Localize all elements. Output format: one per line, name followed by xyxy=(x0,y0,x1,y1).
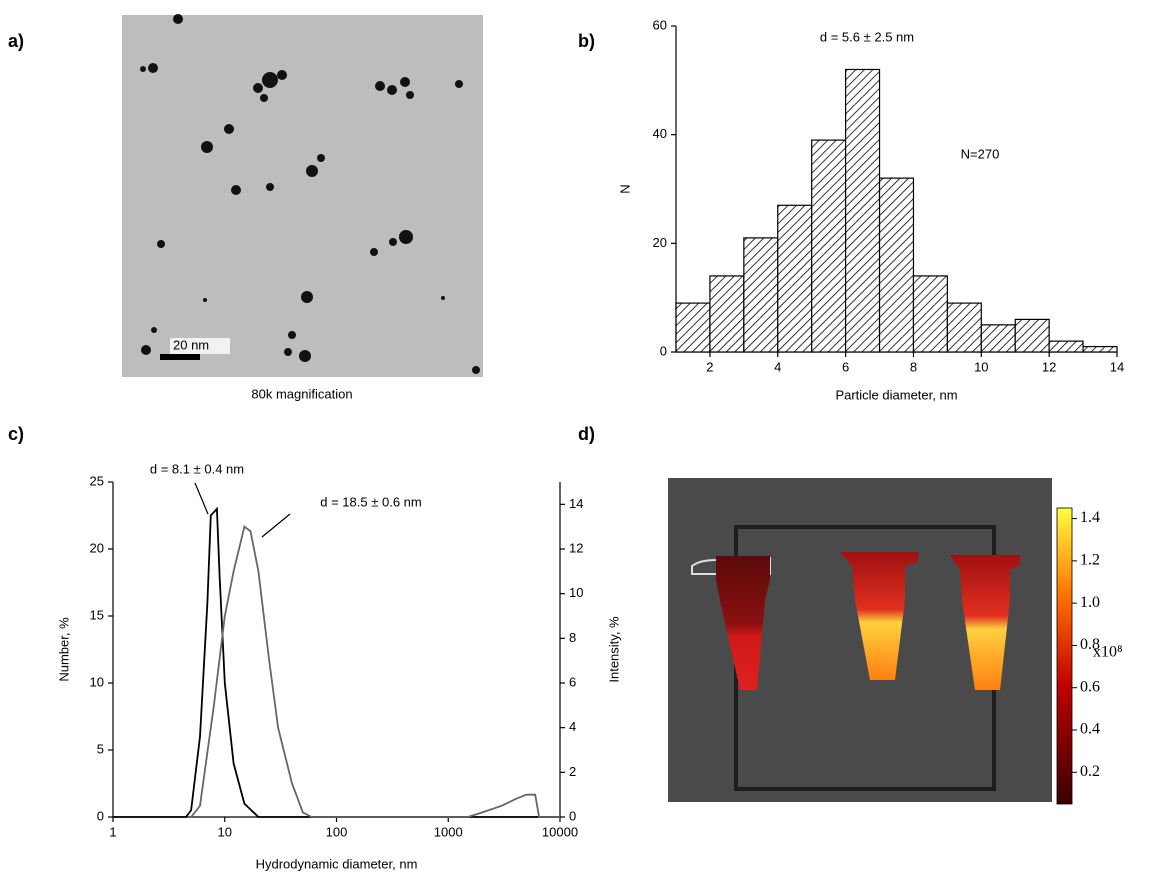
x-tick-label: 14 xyxy=(1110,359,1124,374)
x-tick-label: 6 xyxy=(842,359,849,374)
x-tick-label: 4 xyxy=(774,359,781,374)
bar xyxy=(811,139,847,353)
y-tick-label: 5 xyxy=(97,741,104,756)
y-tick-label: 15 xyxy=(90,607,104,622)
panel-label: c) xyxy=(8,424,24,444)
x-tick-label: 100 xyxy=(326,824,348,839)
colorbar-tick-label: 1.2 xyxy=(1080,552,1100,569)
y-tick-label: 40 xyxy=(653,126,667,141)
x-tick-label: 10000 xyxy=(542,824,578,839)
leader xyxy=(194,482,209,515)
y-tick-label: 25 xyxy=(90,473,104,488)
bar xyxy=(878,177,915,353)
bar xyxy=(675,302,711,353)
annotation: d = 8.1 ± 0.4 nm xyxy=(150,461,244,476)
y2-tick-label: 2 xyxy=(569,764,576,779)
y2-tick-label: 12 xyxy=(569,540,583,555)
leader xyxy=(261,513,291,538)
y-tick-label: 60 xyxy=(653,17,667,32)
line xyxy=(190,525,560,818)
x-tick-label: 12 xyxy=(1042,359,1056,374)
bar xyxy=(777,204,813,353)
caption: 80k magnification xyxy=(251,386,352,401)
y-tick-label: 0 xyxy=(660,343,667,358)
colorbar-tick-label: 0.4 xyxy=(1080,721,1100,738)
annotation: d = 5.6 ± 2.5 nm xyxy=(820,29,914,44)
scale-bar-label: 20 nm xyxy=(173,337,209,352)
y-axis-label: N xyxy=(617,184,632,193)
bar xyxy=(845,68,881,353)
x-tick-label: 2 xyxy=(706,359,713,374)
annotation: N=270 xyxy=(961,146,1000,161)
fluorescence-image xyxy=(668,478,1052,802)
y2-axis-label: Intensity, % xyxy=(606,616,621,683)
x-tick-label: 1000 xyxy=(434,824,463,839)
y-tick-label: 10 xyxy=(90,674,104,689)
colorbar-tick-label: 0.8 xyxy=(1080,636,1100,653)
y-tick-label: 20 xyxy=(653,235,667,250)
colorbar xyxy=(1056,507,1073,805)
x-tick-label: 8 xyxy=(910,359,917,374)
colorbar-tick-label: 1.4 xyxy=(1080,509,1100,526)
bar xyxy=(980,324,1016,353)
bar xyxy=(1082,345,1118,353)
bar xyxy=(1014,318,1050,353)
x-axis-label: Particle diameter, nm xyxy=(835,387,957,402)
y2-tick-label: 14 xyxy=(569,496,583,511)
y2-tick-label: 10 xyxy=(569,585,583,600)
y-tick-label: 0 xyxy=(97,808,104,823)
bar xyxy=(743,237,779,353)
y2-tick-label: 0 xyxy=(569,808,576,823)
x-tick-label: 10 xyxy=(974,359,988,374)
panel-label: b) xyxy=(578,31,595,51)
bar xyxy=(709,275,745,353)
colorbar-tick-label: 0.2 xyxy=(1080,763,1100,780)
y2-tick-label: 8 xyxy=(569,630,576,645)
colorbar-tick-label: 1.0 xyxy=(1080,594,1100,611)
x-tick-label: 10 xyxy=(218,824,232,839)
annotation: d = 18.5 ± 0.6 nm xyxy=(320,494,421,509)
tem-image: 20 nm xyxy=(122,14,483,377)
panel-label: d) xyxy=(578,424,595,444)
x-axis-label: Hydrodynamic diameter, nm xyxy=(256,856,418,871)
y-axis-label: Number, % xyxy=(56,617,71,682)
bar xyxy=(1048,340,1084,353)
y-tick-label: 20 xyxy=(90,540,104,555)
colorbar-tick-label: 0.6 xyxy=(1080,678,1100,695)
x-tick-label: 1 xyxy=(109,824,116,839)
y2-tick-label: 6 xyxy=(569,674,576,689)
panel-label: a) xyxy=(8,31,24,51)
colorbar-multiplier: x10⁸ xyxy=(1093,644,1123,661)
bar xyxy=(946,302,982,353)
y2-tick-label: 4 xyxy=(569,719,576,734)
bar xyxy=(912,275,948,353)
line xyxy=(113,506,560,818)
